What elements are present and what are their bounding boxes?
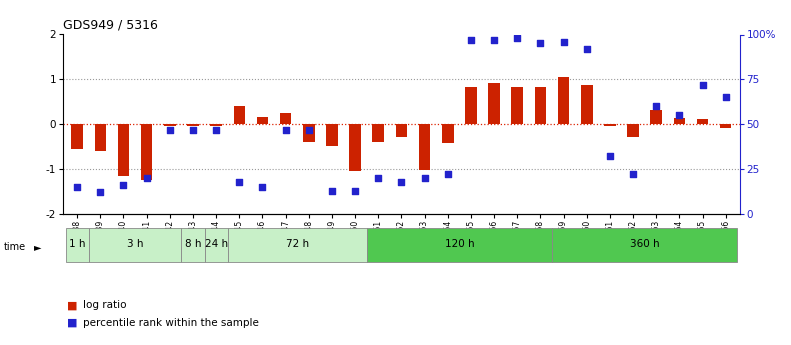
- Point: [673, 112, 686, 118]
- Point: [187, 127, 199, 132]
- Bar: [118, 124, 129, 176]
- Point: [210, 127, 222, 132]
- Point: [626, 172, 639, 177]
- Bar: [627, 124, 639, 137]
- Text: 360 h: 360 h: [630, 239, 660, 249]
- Bar: [535, 87, 547, 124]
- Text: 72 h: 72 h: [286, 239, 308, 249]
- Text: 8 h: 8 h: [185, 239, 201, 249]
- Bar: [396, 124, 407, 137]
- Point: [441, 172, 454, 177]
- Bar: [95, 124, 106, 151]
- Bar: [326, 124, 338, 146]
- Point: [71, 184, 84, 190]
- Point: [604, 154, 616, 159]
- Text: 1 h: 1 h: [69, 239, 85, 249]
- Bar: [350, 124, 361, 171]
- Bar: [89, 228, 181, 262]
- Bar: [581, 85, 592, 124]
- Point: [488, 37, 501, 43]
- Bar: [558, 77, 570, 124]
- Point: [557, 39, 570, 45]
- Bar: [674, 118, 685, 124]
- Bar: [256, 117, 268, 124]
- Bar: [228, 228, 367, 262]
- Bar: [141, 124, 153, 180]
- Bar: [552, 228, 737, 262]
- Point: [464, 37, 477, 43]
- Text: 3 h: 3 h: [127, 239, 143, 249]
- Bar: [697, 119, 708, 124]
- Bar: [303, 124, 315, 142]
- Point: [256, 184, 269, 190]
- Bar: [720, 124, 732, 128]
- Point: [233, 179, 246, 184]
- Bar: [512, 87, 523, 124]
- Text: GDS949 / 5316: GDS949 / 5316: [63, 19, 158, 32]
- Point: [164, 127, 176, 132]
- Text: 120 h: 120 h: [445, 239, 474, 249]
- Bar: [233, 106, 245, 124]
- Point: [534, 41, 547, 46]
- Text: 24 h: 24 h: [205, 239, 228, 249]
- Bar: [373, 124, 384, 142]
- Point: [650, 104, 663, 109]
- Point: [94, 190, 107, 195]
- Bar: [418, 124, 430, 170]
- Point: [279, 127, 292, 132]
- Point: [418, 175, 431, 181]
- Point: [140, 175, 153, 181]
- Bar: [367, 228, 552, 262]
- Bar: [650, 110, 662, 124]
- Point: [326, 188, 339, 193]
- Point: [302, 127, 315, 132]
- Point: [696, 82, 709, 88]
- Point: [719, 95, 732, 100]
- Bar: [71, 124, 83, 149]
- Bar: [187, 124, 199, 126]
- Text: percentile rank within the sample: percentile rank within the sample: [83, 318, 259, 327]
- Bar: [465, 87, 477, 124]
- Text: ■: ■: [67, 318, 78, 327]
- Text: log ratio: log ratio: [83, 300, 127, 310]
- Bar: [488, 83, 500, 124]
- Point: [117, 183, 130, 188]
- Bar: [181, 228, 205, 262]
- Bar: [210, 124, 222, 126]
- Point: [396, 179, 408, 184]
- Text: time: time: [4, 242, 26, 252]
- Text: ■: ■: [67, 300, 78, 310]
- Bar: [442, 124, 453, 143]
- Bar: [280, 113, 291, 124]
- Bar: [604, 124, 615, 126]
- Point: [372, 175, 384, 181]
- Point: [581, 46, 593, 52]
- Point: [511, 35, 524, 41]
- Text: ►: ►: [34, 242, 41, 252]
- Bar: [164, 124, 176, 126]
- Point: [349, 188, 361, 193]
- Bar: [66, 228, 89, 262]
- Bar: [205, 228, 228, 262]
